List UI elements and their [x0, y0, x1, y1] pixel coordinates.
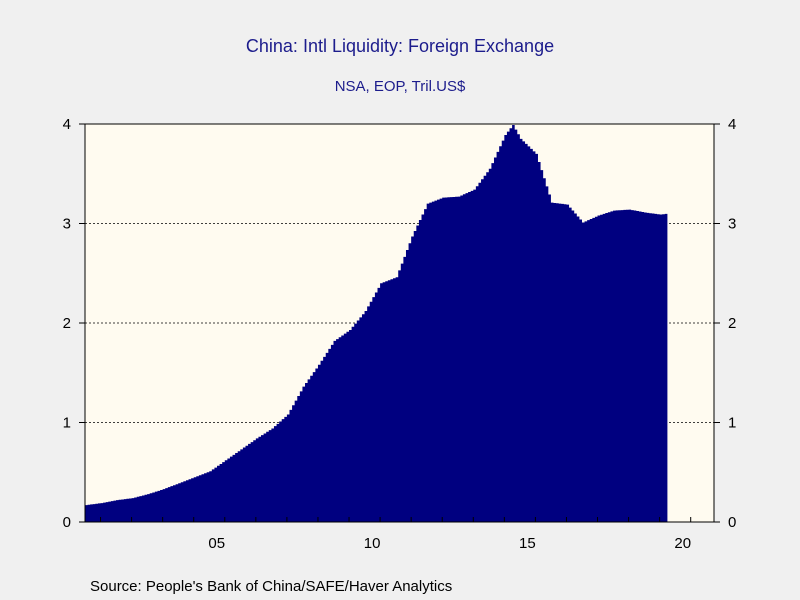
y-tick-label-right: 4	[728, 116, 736, 133]
x-tick-label: 20	[674, 535, 691, 552]
series-area	[85, 125, 668, 522]
chart-subtitle: NSA, EOP, Tril.US$	[334, 78, 466, 95]
y-tick-label-left: 4	[63, 116, 71, 133]
y-tick-label-right: 2	[728, 315, 736, 332]
axis-ticks: 0 0 1 1 2 2 3 3 4 4 05 10 15 20	[63, 116, 737, 552]
y-tick-label-left: 0	[63, 514, 71, 531]
source-note: Source: People's Bank of China/SAFE/Have…	[90, 578, 453, 595]
y-tick-label-left: 1	[63, 415, 71, 432]
x-tick-label: 05	[208, 535, 225, 552]
y-tick-label-right: 3	[728, 216, 736, 233]
x-tick-label: 10	[364, 535, 381, 552]
chart-title: China: Intl Liquidity: Foreign Exchange	[245, 36, 555, 56]
y-tick-label-left: 3	[63, 216, 71, 233]
x-tick-label: 15	[519, 535, 536, 552]
y-tick-label-left: 2	[63, 315, 71, 332]
y-tick-label-right: 0	[728, 514, 736, 531]
y-tick-label-right: 1	[728, 415, 736, 432]
